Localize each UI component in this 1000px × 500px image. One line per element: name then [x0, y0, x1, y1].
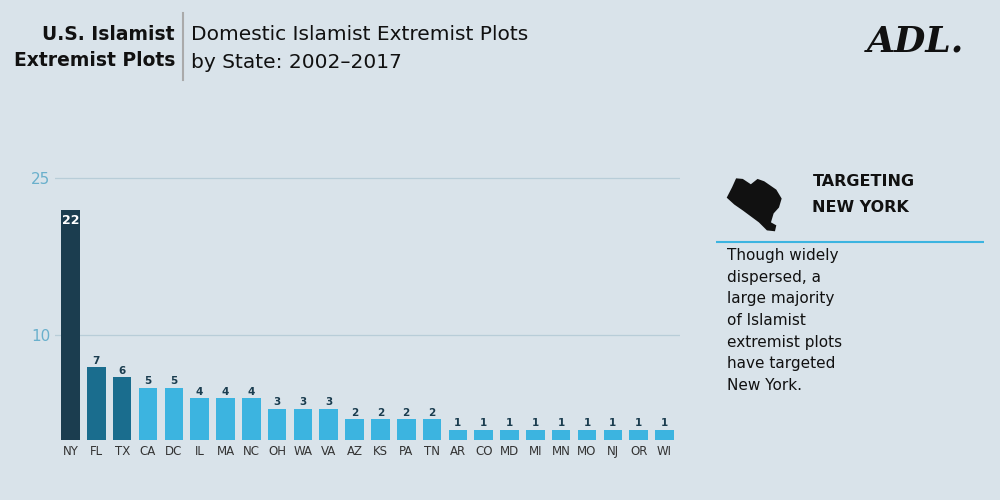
Text: 1: 1 — [558, 418, 565, 428]
Bar — [319, 408, 338, 440]
Text: 2: 2 — [377, 408, 384, 418]
Bar — [526, 430, 545, 440]
Bar — [655, 430, 674, 440]
Bar — [345, 419, 364, 440]
Bar — [397, 419, 416, 440]
Text: 4: 4 — [222, 387, 229, 397]
Bar — [113, 377, 131, 440]
Text: 3: 3 — [273, 398, 281, 407]
Bar — [294, 408, 312, 440]
Text: 1: 1 — [661, 418, 668, 428]
Text: 1: 1 — [583, 418, 591, 428]
Text: NEW YORK: NEW YORK — [812, 200, 909, 214]
Text: 4: 4 — [196, 387, 203, 397]
Bar — [423, 419, 441, 440]
Bar — [371, 419, 390, 440]
Text: ADL.: ADL. — [867, 25, 965, 59]
Bar — [604, 430, 622, 440]
Bar — [165, 388, 183, 440]
Bar — [87, 367, 106, 440]
Text: 6: 6 — [119, 366, 126, 376]
Bar — [216, 398, 235, 440]
Text: 5: 5 — [144, 376, 152, 386]
Text: 2: 2 — [351, 408, 358, 418]
Bar — [242, 398, 261, 440]
Bar — [449, 430, 467, 440]
Bar — [268, 408, 286, 440]
Text: 2: 2 — [428, 408, 436, 418]
Text: 2: 2 — [403, 408, 410, 418]
Bar — [139, 388, 157, 440]
Text: 4: 4 — [248, 387, 255, 397]
Text: 1: 1 — [454, 418, 462, 428]
Text: TARGETING: TARGETING — [812, 174, 915, 189]
Text: Domestic Islamist Extremist Plots: Domestic Islamist Extremist Plots — [191, 25, 528, 44]
Bar — [552, 430, 570, 440]
Text: 5: 5 — [170, 376, 177, 386]
Text: U.S. Islamist: U.S. Islamist — [42, 25, 175, 44]
Text: 1: 1 — [480, 418, 487, 428]
Bar — [474, 430, 493, 440]
Text: Though widely
dispersed, a
large majority
of Islamist
extremist plots
have targe: Though widely dispersed, a large majorit… — [727, 248, 842, 393]
Bar — [629, 430, 648, 440]
Bar — [61, 210, 80, 440]
Text: 3: 3 — [325, 398, 332, 407]
Text: Extremist Plots: Extremist Plots — [14, 51, 175, 70]
Text: 3: 3 — [299, 398, 307, 407]
Text: 7: 7 — [93, 356, 100, 366]
Text: 22: 22 — [62, 214, 79, 227]
Bar — [500, 430, 519, 440]
Polygon shape — [727, 178, 782, 232]
Text: 1: 1 — [532, 418, 539, 428]
Bar — [578, 430, 596, 440]
Text: 1: 1 — [635, 418, 642, 428]
Text: 1: 1 — [506, 418, 513, 428]
Text: 1: 1 — [609, 418, 616, 428]
Text: by State: 2002–2017: by State: 2002–2017 — [191, 52, 402, 72]
Bar — [190, 398, 209, 440]
